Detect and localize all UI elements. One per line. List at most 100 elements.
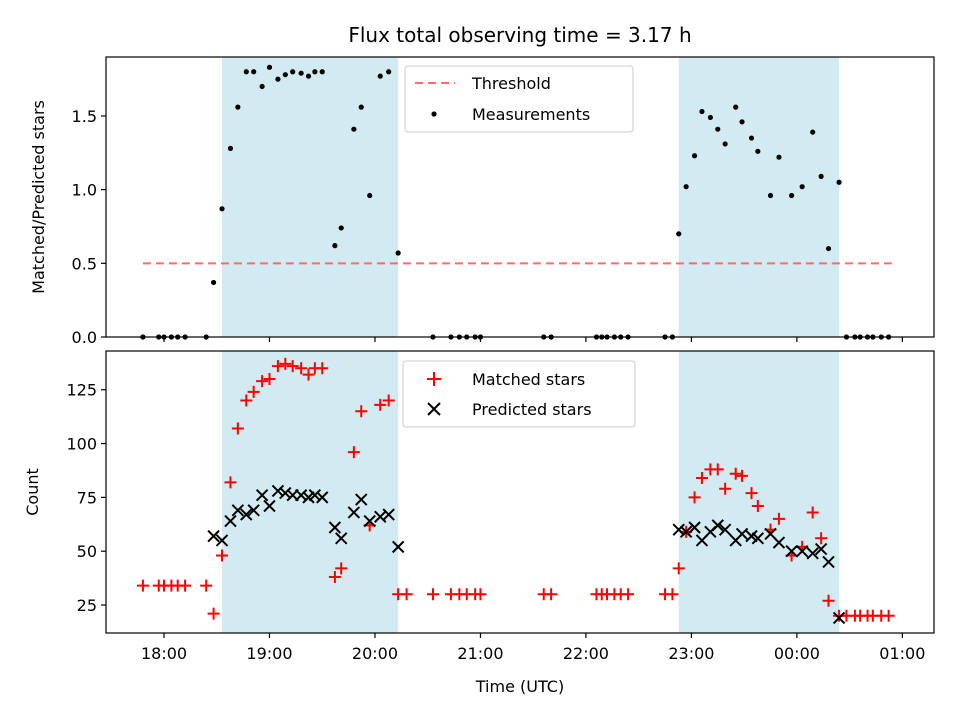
data-point xyxy=(711,519,724,532)
data-point xyxy=(338,225,344,231)
legend-measurements-label: Measurements xyxy=(472,105,590,124)
data-point xyxy=(729,467,742,480)
data-point xyxy=(718,523,732,536)
data-point xyxy=(263,372,276,385)
x-tick-label: 18:00 xyxy=(141,644,187,663)
data-point xyxy=(279,486,292,500)
data-point xyxy=(676,231,682,237)
data-point xyxy=(679,525,693,539)
legend-matched-swatch xyxy=(427,372,441,386)
data-point xyxy=(382,508,395,521)
data-point xyxy=(179,579,192,592)
data-point xyxy=(290,69,296,75)
x-tick-label: 01:00 xyxy=(879,644,925,663)
chart-title: Flux total observing time = 3.17 h xyxy=(348,23,691,47)
data-point xyxy=(271,484,285,498)
data-point xyxy=(256,375,269,388)
data-point xyxy=(207,607,220,620)
data-point xyxy=(699,108,705,115)
data-point xyxy=(136,579,149,592)
data-point xyxy=(305,73,312,79)
data-point xyxy=(367,192,373,199)
data-point xyxy=(335,532,348,545)
data-point xyxy=(825,245,832,252)
x-tick-label: 20:00 xyxy=(352,644,398,663)
data-point xyxy=(672,562,685,575)
data-point xyxy=(733,104,739,110)
data-point xyxy=(316,491,329,504)
data-point xyxy=(377,73,383,79)
data-point xyxy=(279,357,292,370)
data-point xyxy=(224,514,237,528)
data-point xyxy=(347,506,361,519)
shaded-intervals xyxy=(222,351,840,633)
panel-ratio-frame xyxy=(105,56,935,338)
data-point xyxy=(355,493,368,506)
x-axis-label: Time (UTC) xyxy=(475,677,564,696)
data-point xyxy=(358,104,364,110)
data-point xyxy=(832,611,846,625)
data-point xyxy=(814,542,828,556)
data-point xyxy=(347,446,360,459)
data-point xyxy=(231,504,245,517)
data-point xyxy=(795,544,809,558)
data-point xyxy=(806,506,819,519)
data-point xyxy=(240,508,253,521)
series-predicted-stars xyxy=(207,484,846,625)
data-point xyxy=(374,398,387,411)
y-axis-ratio: 0.0 0.5 1.0 1.5 xyxy=(72,107,106,347)
data-point xyxy=(751,499,764,512)
y-tick-label: 0.5 xyxy=(72,254,97,273)
x-tick-label: 19:00 xyxy=(246,644,292,663)
data-point xyxy=(707,114,713,121)
y-tick-label: 1.5 xyxy=(72,107,97,126)
data-point xyxy=(282,72,288,78)
data-point xyxy=(822,594,835,607)
data-point xyxy=(666,588,679,601)
data-point xyxy=(247,385,260,398)
x-axis-time: 18:00 19:00 20:00 21:00 22:00 23:00 00:00 01:00 xyxy=(141,633,925,663)
legend-predicted-label: Predicted stars xyxy=(472,400,592,419)
data-point xyxy=(715,126,721,132)
data-point xyxy=(815,532,828,545)
data-point xyxy=(298,70,304,76)
data-point xyxy=(736,469,749,482)
data-point xyxy=(308,489,322,502)
data-point xyxy=(271,360,284,373)
data-point xyxy=(319,69,325,75)
data-point xyxy=(224,476,237,489)
data-point xyxy=(382,394,395,407)
data-point xyxy=(719,482,732,495)
data-point xyxy=(691,153,698,159)
legend-count: Matched stars Predicted stars xyxy=(402,360,636,428)
data-point xyxy=(688,491,701,504)
data-point xyxy=(328,571,341,584)
data-point xyxy=(328,521,342,534)
data-point xyxy=(776,154,782,160)
data-point xyxy=(231,422,244,435)
data-point xyxy=(391,540,405,554)
legend-ratio: Threshold Measurements xyxy=(404,65,634,133)
data-point xyxy=(219,206,225,212)
y-tick-label: 75 xyxy=(77,488,97,507)
observing-interval-0 xyxy=(222,351,399,633)
data-point xyxy=(799,184,805,190)
x-tick-label: 23:00 xyxy=(668,644,714,663)
data-point xyxy=(711,463,724,476)
data-point xyxy=(255,489,269,502)
data-point xyxy=(240,394,253,407)
data-point xyxy=(767,192,774,199)
y-axis-label-ratio: Matched/Predicted stars xyxy=(29,100,48,294)
data-point xyxy=(200,579,213,592)
data-point xyxy=(335,562,348,575)
data-point xyxy=(210,279,217,286)
x-tick-label: 22:00 xyxy=(563,644,609,663)
data-point xyxy=(882,609,895,622)
legend-measurements-swatch xyxy=(431,111,437,117)
y-axis-count: 25 50 75 100 125 xyxy=(66,381,106,615)
data-point xyxy=(351,126,357,132)
data-point xyxy=(266,64,273,70)
data-point xyxy=(235,104,241,110)
data-point xyxy=(672,523,685,536)
